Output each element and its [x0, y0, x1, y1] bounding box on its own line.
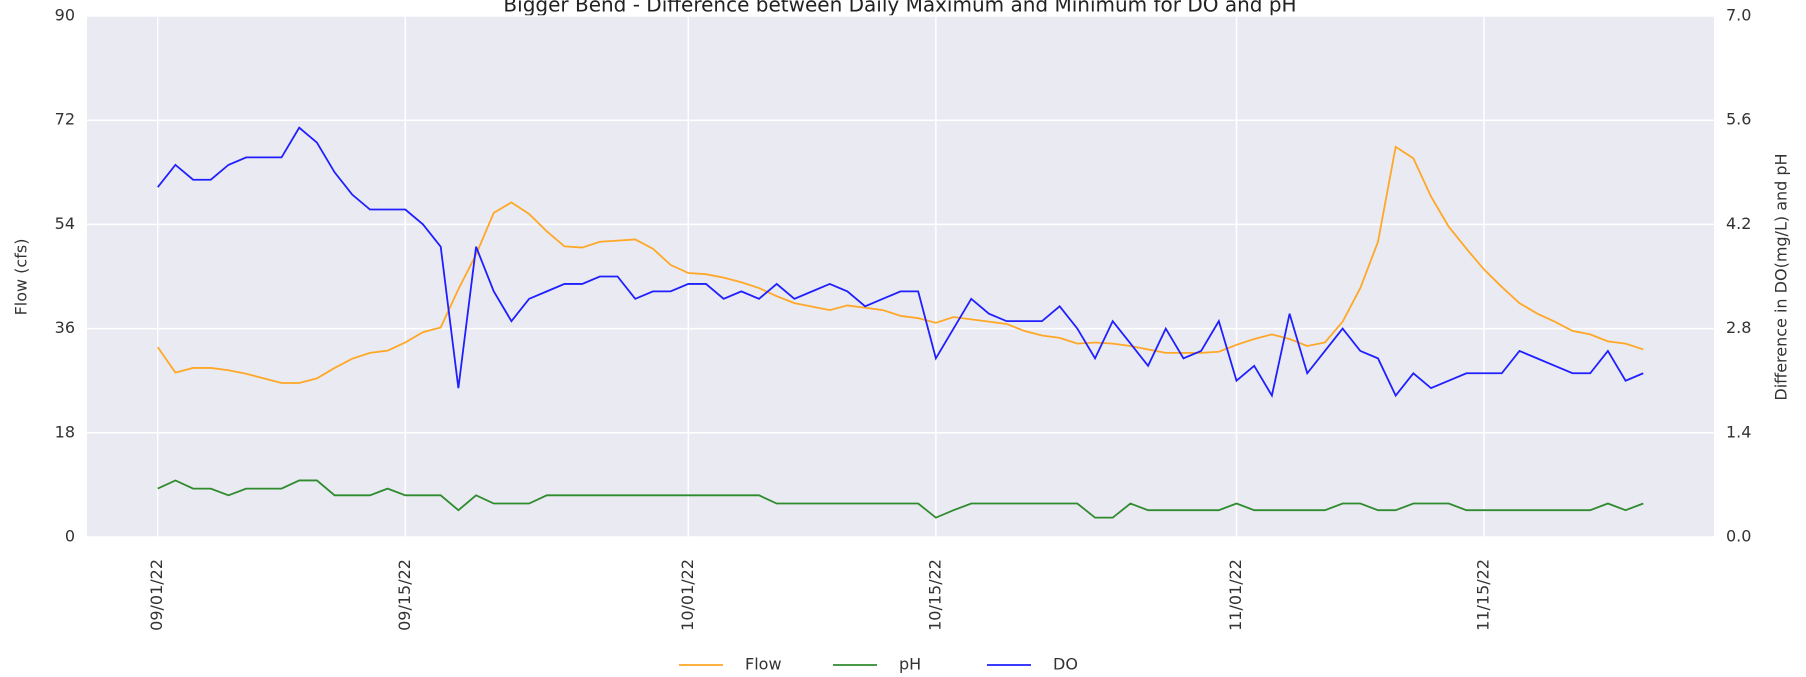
- x-tick-label: 10/15/22: [925, 559, 944, 631]
- y-axis-label: Flow (cfs): [12, 239, 31, 316]
- series-line: [157, 126, 1644, 399]
- legend-label: pH: [899, 655, 921, 674]
- x-tick-label: 09/15/22: [395, 559, 414, 631]
- y-tick-label: 18: [55, 422, 75, 441]
- plot-area: [87, 16, 1714, 537]
- chart-title: Bigger Bend - Difference between Daily M…: [503, 0, 1296, 17]
- x-tick-label: 09/01/22: [147, 559, 166, 631]
- y-tick-label: 36: [55, 318, 75, 337]
- y2-tick-label: 5.6: [1726, 110, 1751, 129]
- x-tick-label: 10/01/22: [678, 559, 697, 631]
- y2-tick-label: 1.4: [1726, 422, 1751, 441]
- x-tick-label: 11/15/22: [1474, 559, 1493, 631]
- series-line: [157, 145, 1644, 384]
- y2-tick-label: 0.0: [1726, 527, 1751, 546]
- y-tick-label: 0: [65, 527, 75, 546]
- y-tick-label: 90: [55, 6, 75, 25]
- y2-axis-label: Difference in DO(mg/L) and pH: [1772, 153, 1791, 400]
- y-tick-label: 54: [55, 214, 75, 233]
- y2-tick-label: 4.2: [1726, 214, 1751, 233]
- y-tick-label: 72: [55, 110, 75, 129]
- y2-tick-label: 2.8: [1726, 318, 1751, 337]
- x-tick-label: 11/01/22: [1226, 559, 1245, 631]
- legend-label: DO: [1053, 655, 1078, 674]
- legend-label: Flow: [745, 655, 782, 674]
- y2-tick-label: 7.0: [1726, 6, 1751, 25]
- series-line: [157, 479, 1644, 519]
